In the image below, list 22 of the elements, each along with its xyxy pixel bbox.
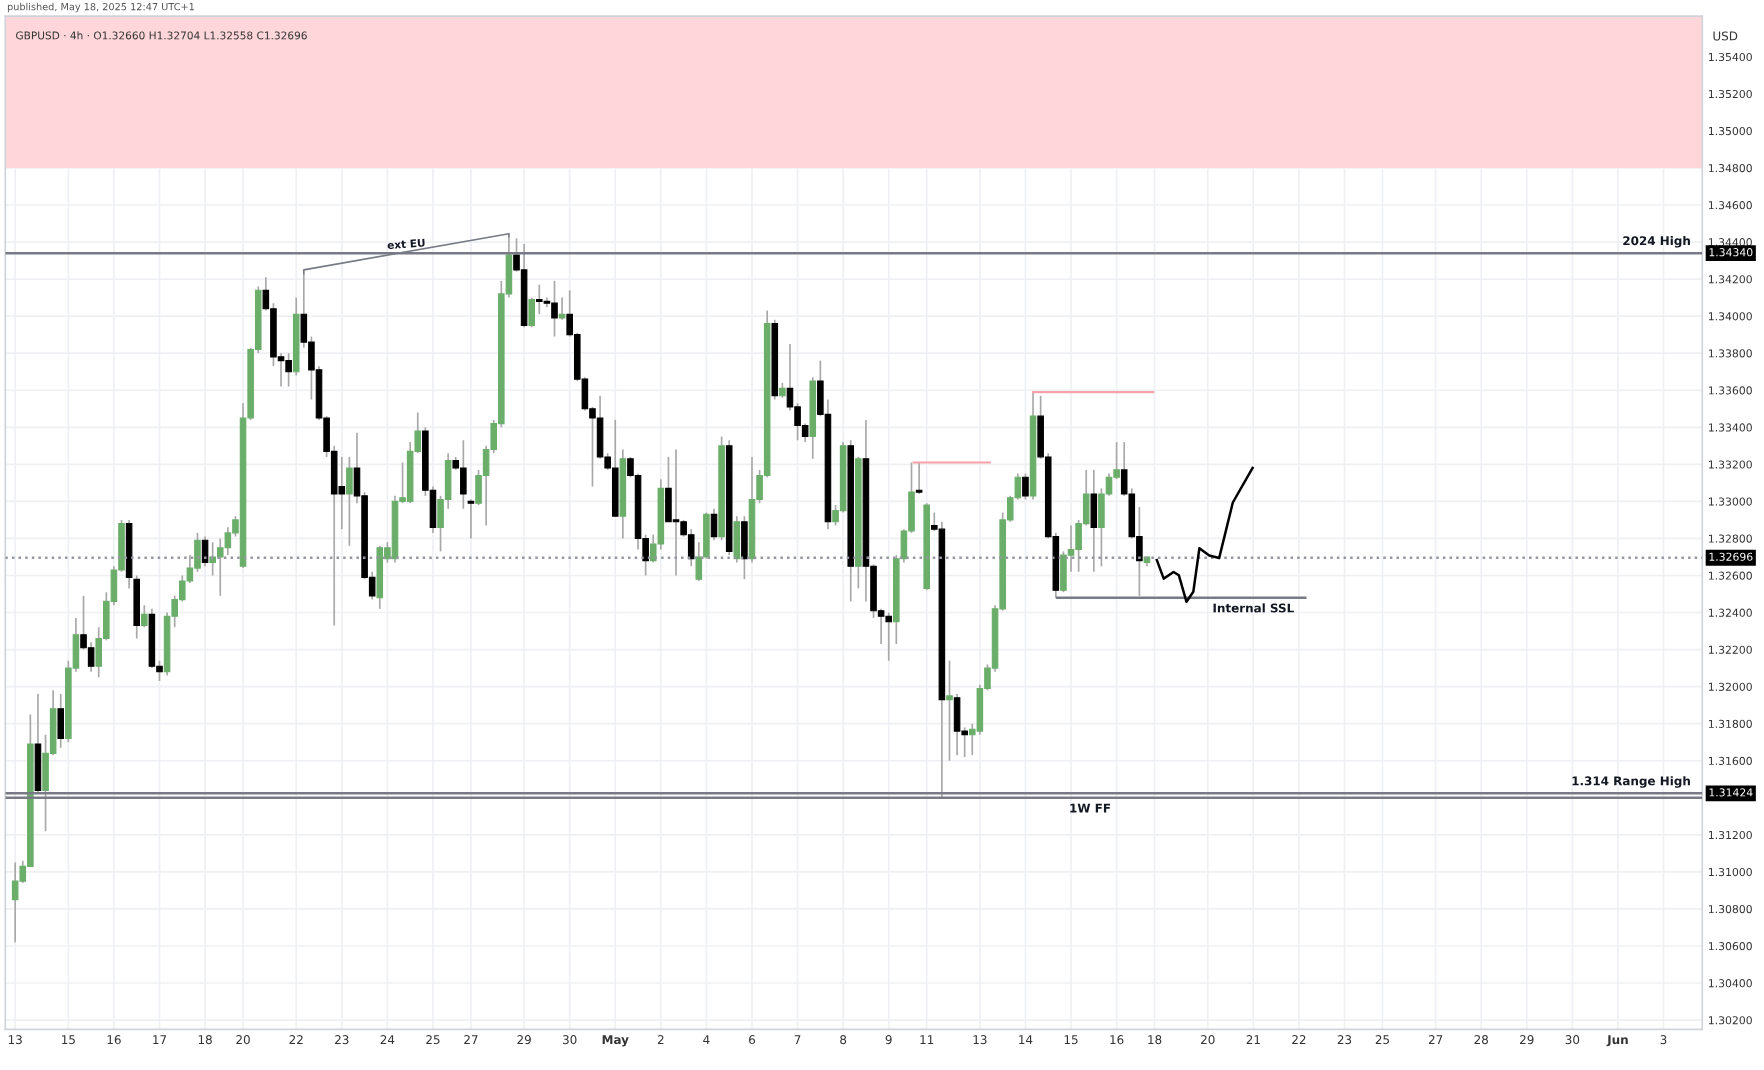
candlestick [1022, 472, 1029, 501]
candlestick [460, 439, 467, 510]
candlestick [11, 861, 19, 944]
candlestick [285, 352, 292, 388]
candlestick [346, 456, 353, 547]
candlestick [1090, 469, 1098, 573]
candlestick [57, 693, 65, 749]
candlestick [710, 507, 718, 542]
candlestick [467, 498, 475, 540]
candlestick [338, 456, 346, 531]
candlestick [946, 659, 953, 762]
candlestick [915, 461, 923, 495]
candlestick [34, 693, 42, 795]
candlestick [141, 604, 148, 629]
candlestick [87, 641, 95, 673]
candlestick [672, 448, 680, 577]
candlestick [953, 693, 961, 757]
candlestick [741, 515, 748, 581]
candlestick [551, 280, 558, 338]
candlestick [558, 296, 566, 321]
candlestick [885, 611, 893, 662]
candlestick [536, 283, 543, 316]
